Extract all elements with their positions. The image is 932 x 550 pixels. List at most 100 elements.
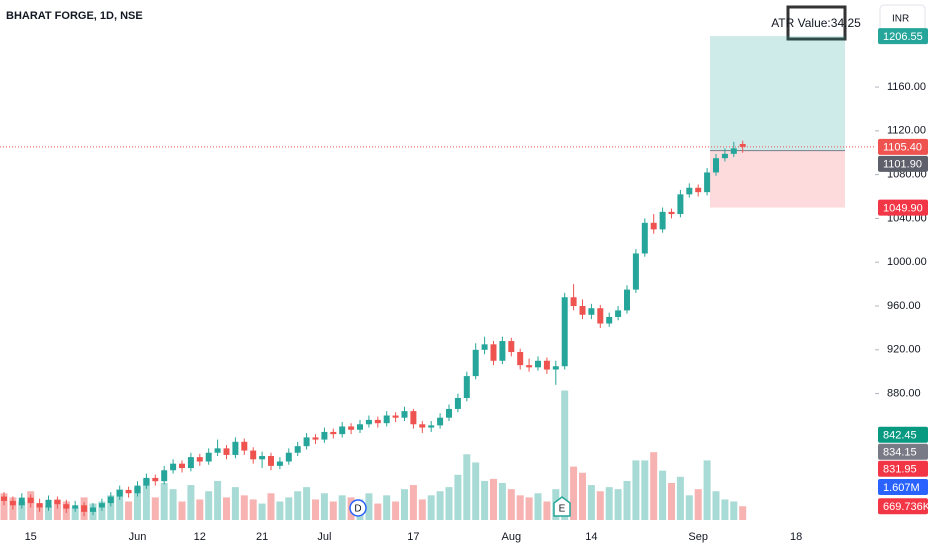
candle-body	[463, 376, 470, 398]
candle-body	[45, 499, 52, 508]
price-tag	[878, 443, 928, 460]
candle-body	[143, 477, 150, 486]
volume-bar	[525, 497, 533, 520]
volume-bar	[436, 491, 444, 520]
candle-body	[90, 507, 96, 512]
candle-body	[276, 461, 283, 466]
volume-bar	[329, 501, 337, 520]
price-tag-label: 834.15	[883, 447, 917, 459]
currency-label[interactable]: INR	[892, 14, 909, 25]
candle-body	[650, 222, 657, 230]
candle-body	[268, 456, 274, 466]
candle-body	[472, 349, 479, 377]
price-tag	[878, 199, 928, 216]
candle-body	[27, 497, 34, 504]
candle-body	[63, 504, 70, 509]
candle-body	[152, 477, 159, 482]
candle-body	[348, 426, 355, 430]
candle-body	[695, 187, 702, 193]
x-tick-label: Aug	[502, 531, 522, 543]
event-marker	[553, 496, 571, 517]
candle-body	[259, 456, 266, 460]
volume-bar	[490, 478, 497, 520]
candle-body	[561, 297, 568, 367]
volume-bar	[409, 485, 417, 520]
volume-bar	[418, 499, 426, 520]
candle-body	[606, 316, 613, 324]
volume-bar	[641, 460, 649, 520]
candle-body	[214, 448, 221, 453]
candle-body	[543, 360, 550, 370]
candle-body	[739, 143, 746, 147]
candle-body	[205, 452, 212, 462]
volume-bar	[605, 487, 613, 520]
candle-body	[392, 415, 399, 418]
volume-bar	[240, 495, 248, 520]
volume-bar	[570, 466, 578, 520]
candle-body	[686, 187, 693, 195]
volume-bar	[231, 487, 239, 520]
x-tick-label: Jun	[129, 531, 147, 543]
volume-bar	[534, 493, 542, 520]
candle-body	[481, 344, 488, 350]
candle-body	[134, 485, 141, 494]
volume-bar	[579, 472, 586, 520]
y-tick-label: 1120.00	[887, 125, 926, 137]
volume-bar	[71, 507, 79, 520]
volume-bar	[481, 480, 489, 520]
x-tick-label: Jul	[317, 531, 331, 543]
candle-body	[570, 297, 577, 307]
candle-body	[98, 503, 105, 508]
candle-body	[9, 500, 16, 506]
volume-bar	[694, 489, 702, 520]
volume-bar	[668, 483, 675, 520]
volume-bar	[685, 495, 693, 520]
candle-body	[659, 211, 666, 230]
volume-bar	[276, 501, 284, 520]
volume-bar	[214, 480, 222, 520]
indicator-box	[786, 5, 847, 41]
candle-body	[428, 425, 435, 428]
volume-bar	[587, 485, 595, 520]
volume-bar	[392, 501, 400, 520]
event-label: D	[354, 504, 361, 515]
volume-bar	[303, 487, 311, 520]
volume-bar	[374, 503, 382, 520]
candle-body	[18, 497, 25, 506]
candle-body	[641, 222, 648, 254]
candle-body	[446, 408, 452, 418]
candle-body	[579, 306, 586, 315]
candle-body	[1, 496, 7, 501]
volume-bar	[507, 489, 515, 520]
stop-zone	[710, 150, 845, 208]
candle-body	[187, 457, 194, 469]
candle-body	[196, 457, 203, 462]
volume-bar	[650, 452, 658, 520]
y-tick-label: 880.00	[887, 388, 921, 400]
candle-body	[499, 341, 506, 361]
candle-body	[303, 437, 310, 447]
volume-bar	[320, 493, 328, 520]
candle-body	[294, 446, 301, 453]
candle-body	[437, 417, 444, 426]
candle-body	[668, 211, 675, 215]
candle-body	[72, 505, 79, 509]
volume-bar	[454, 474, 462, 520]
target-zone	[710, 36, 845, 151]
candle-body	[179, 463, 185, 469]
x-tick-label: Sep	[688, 531, 708, 543]
volume-bar	[498, 483, 506, 520]
candle-body	[170, 463, 177, 471]
candle-body	[365, 419, 372, 425]
candle-body	[54, 499, 61, 505]
volume-bar	[116, 489, 124, 520]
x-tick-label: 14	[585, 531, 597, 543]
candle-body	[490, 344, 497, 361]
volume-bar	[472, 462, 480, 520]
candle-body	[81, 505, 88, 512]
event-label: E	[559, 504, 566, 515]
candle-body	[419, 424, 426, 428]
event-marker	[349, 499, 367, 517]
candle-body	[250, 450, 257, 460]
price-tag-label: 1101.90	[883, 159, 922, 171]
